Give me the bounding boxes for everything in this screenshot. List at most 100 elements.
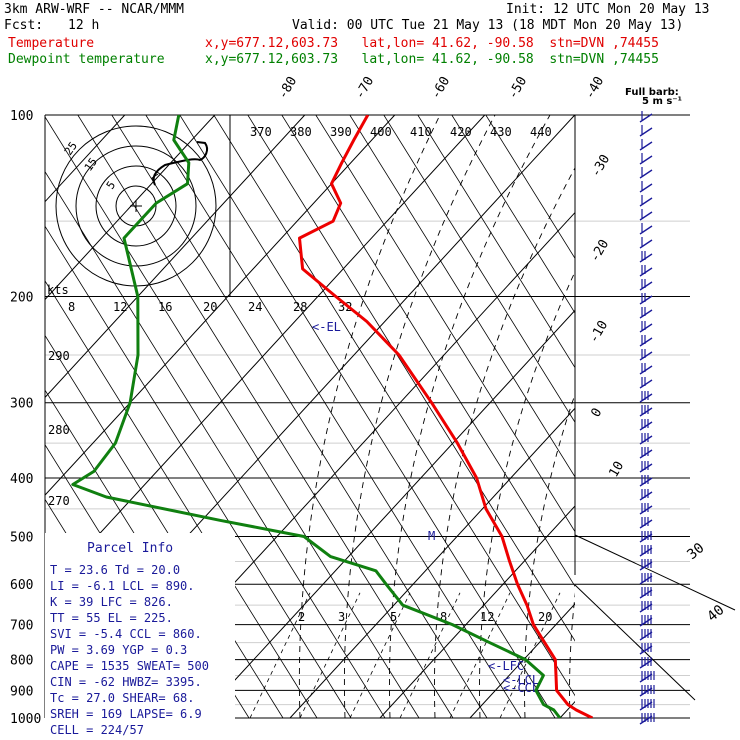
wind-barb [639,519,653,529]
wind-barb [639,575,653,585]
wind-barb [639,127,653,137]
mixing-ratio-label: 2 [298,610,305,624]
pressure-label-1000: 1000 [10,712,41,727]
dry-adiabat [77,115,454,718]
dry-adiabat [45,717,46,718]
forecast-label: Fcst: [4,18,44,33]
wind-barb [639,505,653,515]
wind-barb [639,547,653,557]
mixing-ratio-line [449,592,511,718]
theta-label: 380 [290,125,312,139]
temperature-legend: Temperature [8,36,95,51]
theta-label: 440 [530,125,552,139]
profile-layer [71,115,594,718]
dry-adiabat [247,115,575,642]
wind-barb [639,309,653,319]
isotherm [45,115,396,496]
mixing-ratio-label: 20 [538,610,552,624]
dry-adiabat [417,115,575,369]
temp-tick-label: -50 [505,74,530,102]
level-marker-lcl: <-LCL [503,673,539,687]
hodo-ring [75,145,197,267]
dewpoint-location: x,y=677.12,603.73 lat,lon= 41.62, -90.58… [205,52,659,67]
speed-scale-label: 32 [338,300,352,314]
wind-barb [639,631,653,641]
temp-tick-label: -70 [352,74,377,102]
model-title: 3km ARW-WRF -- NCAR/MMM [4,2,185,17]
side-label-30: 30 [684,540,707,563]
wind-barb [639,449,653,459]
mixing-ratio-label: 8 [440,610,447,624]
pressure-label-900: 900 [10,684,33,699]
hodo-ring-label: 25 [62,139,80,157]
theta-label: 370 [250,125,272,139]
mixing-ratio-line [249,592,311,718]
wind-barb [639,141,653,151]
isotherm [199,309,575,718]
pressure-label-800: 800 [10,654,33,669]
parcel-info-row: CIN = -62 HWBZ= 3395. [50,675,202,689]
dry-adiabat [0,0,11,718]
temp-tick-label: -10 [586,318,611,346]
hodograph-start [151,173,159,186]
temp-tick-label: -60 [428,74,453,102]
dry-adiabat [45,116,420,718]
isotherm [45,115,306,399]
wind-barb [639,267,653,277]
wind-barb [639,183,653,193]
speed-scale-label: 12 [113,300,127,314]
isotherm [45,115,486,594]
dry-adiabat [45,170,386,718]
dry-adiabat [485,115,575,260]
theta-dry-label: 270 [48,494,70,508]
temp-tick-label: -20 [587,237,612,265]
mixing-ratio-label: 5 [390,610,397,624]
wind-barb [639,337,653,347]
parcel-info-row: SREH = 169 LAPSE= 6.9 [50,707,202,721]
pressure-label-500: 500 [10,530,33,545]
wind-barb [639,477,653,487]
parcel-info-box [45,533,235,729]
speed-scale-label: 20 [203,300,217,314]
dry-adiabat [281,115,575,587]
wind-barb [639,533,653,543]
wind-barb [639,113,653,123]
isotherm [379,505,575,718]
side-guide-line [574,534,736,611]
parcel-info-row: K = 39 LFC = 826. [50,595,173,609]
wind-barb [639,589,653,599]
forecast-hour: 12 h [68,18,100,33]
level-marker-m: M [428,529,435,543]
wind-barb [639,687,653,697]
temp-tick-label: 10 [606,459,627,480]
wind-barb [639,351,653,361]
wind-barb [639,435,653,445]
dry-adiabat [451,115,575,314]
barb-legend-line2: 5 m s⁻¹ [642,96,682,107]
wind-barb [639,603,653,613]
parcel-info-row: CELL = 224/57 [50,723,144,737]
moist-adiabat [660,115,740,718]
parcel-info-row: TT = 55 EL = 225. [50,611,173,625]
isotherm [469,603,575,718]
hodo-ring-label: 15 [82,155,100,173]
dewpoint-profile [71,115,562,718]
wind-barb [639,169,653,179]
dry-adiabat [145,115,522,718]
wind-barb [639,701,653,711]
wind-barb [639,715,653,725]
wind-barb [639,645,653,655]
wind-barb [639,365,653,375]
dry-adiabat [383,115,575,424]
parcel-info-row: CAPE = 1535 SWEAT= 500 [50,659,209,673]
wind-barb [639,393,653,403]
parcel-info-row: T = 23.6 Td = 20.0 [50,563,180,577]
mixing-ratio-label: 3 [338,610,345,624]
moist-adiabat [479,270,575,718]
level-marker-el: <-EL [312,320,341,334]
temp-tick-label: -40 [582,74,607,102]
wind-barbs [639,111,655,725]
parcel-info-title: Parcel Info [87,541,173,556]
